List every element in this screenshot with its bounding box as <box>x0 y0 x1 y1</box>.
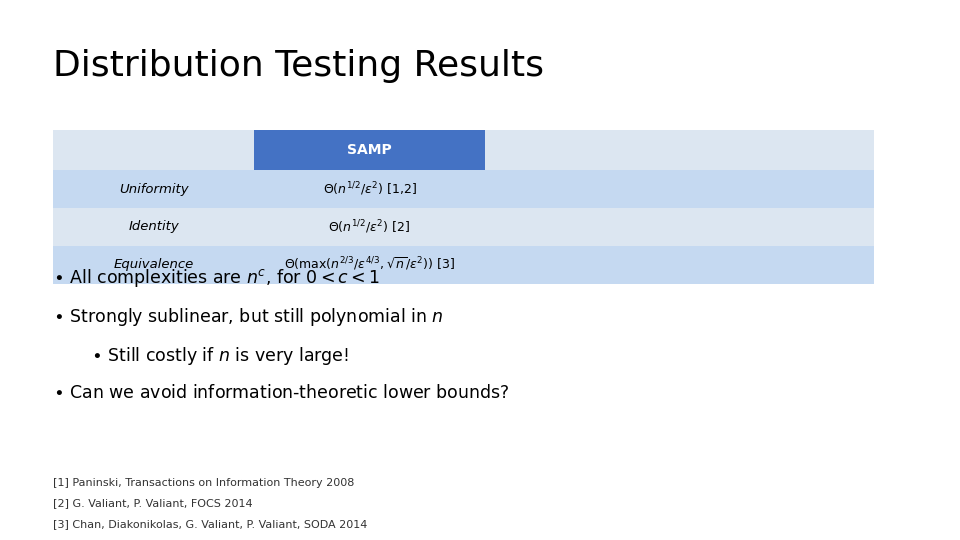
Text: Equivalence: Equivalence <box>113 258 194 271</box>
Bar <box>254 130 485 170</box>
Bar <box>485 130 706 170</box>
Text: [2] G. Valiant, P. Valiant, FOCS 2014: [2] G. Valiant, P. Valiant, FOCS 2014 <box>53 498 252 509</box>
Bar <box>254 246 485 284</box>
Text: $\bullet$ Can we avoid information-theoretic lower bounds?: $\bullet$ Can we avoid information-theor… <box>53 384 509 402</box>
Bar <box>485 208 706 246</box>
Bar <box>706 208 874 246</box>
Text: SAMP: SAMP <box>348 143 392 157</box>
Text: Identity: Identity <box>129 220 179 233</box>
Text: [1] Paninski, Transactions on Information Theory 2008: [1] Paninski, Transactions on Informatio… <box>53 478 354 488</box>
Bar <box>53 246 254 284</box>
Bar <box>485 246 706 284</box>
Bar <box>706 130 874 170</box>
Bar <box>706 246 874 284</box>
Text: $\Theta(n^{1/2}/\varepsilon^2)$ [2]: $\Theta(n^{1/2}/\varepsilon^2)$ [2] <box>328 218 411 235</box>
Bar <box>53 170 254 208</box>
Text: [3] Chan, Diakonikolas, G. Valiant, P. Valiant, SODA 2014: [3] Chan, Diakonikolas, G. Valiant, P. V… <box>53 519 367 529</box>
Bar <box>254 170 485 208</box>
Text: $\bullet$ Still costly if $n$ is very large!: $\bullet$ Still costly if $n$ is very la… <box>91 345 349 367</box>
Bar <box>706 170 874 208</box>
Text: Distribution Testing Results: Distribution Testing Results <box>53 49 543 83</box>
Text: $\Theta(\max(n^{2/3}/\varepsilon^{4/3},\sqrt{n}/\varepsilon^2))$ [3]: $\Theta(\max(n^{2/3}/\varepsilon^{4/3},\… <box>284 256 455 273</box>
Text: $\Theta(n^{1/2}/\varepsilon^2)$ [1,2]: $\Theta(n^{1/2}/\varepsilon^2)$ [1,2] <box>323 180 417 198</box>
Bar <box>254 208 485 246</box>
Bar <box>53 130 254 170</box>
Text: $\bullet$ Strongly sublinear, but still polynomial in $n$: $\bullet$ Strongly sublinear, but still … <box>53 306 444 328</box>
Bar <box>53 208 254 246</box>
Text: $\bullet$ All complexities are $n^c$, for $0 < c < 1$: $\bullet$ All complexities are $n^c$, fo… <box>53 267 380 289</box>
Bar <box>485 170 706 208</box>
Text: Uniformity: Uniformity <box>119 183 188 195</box>
